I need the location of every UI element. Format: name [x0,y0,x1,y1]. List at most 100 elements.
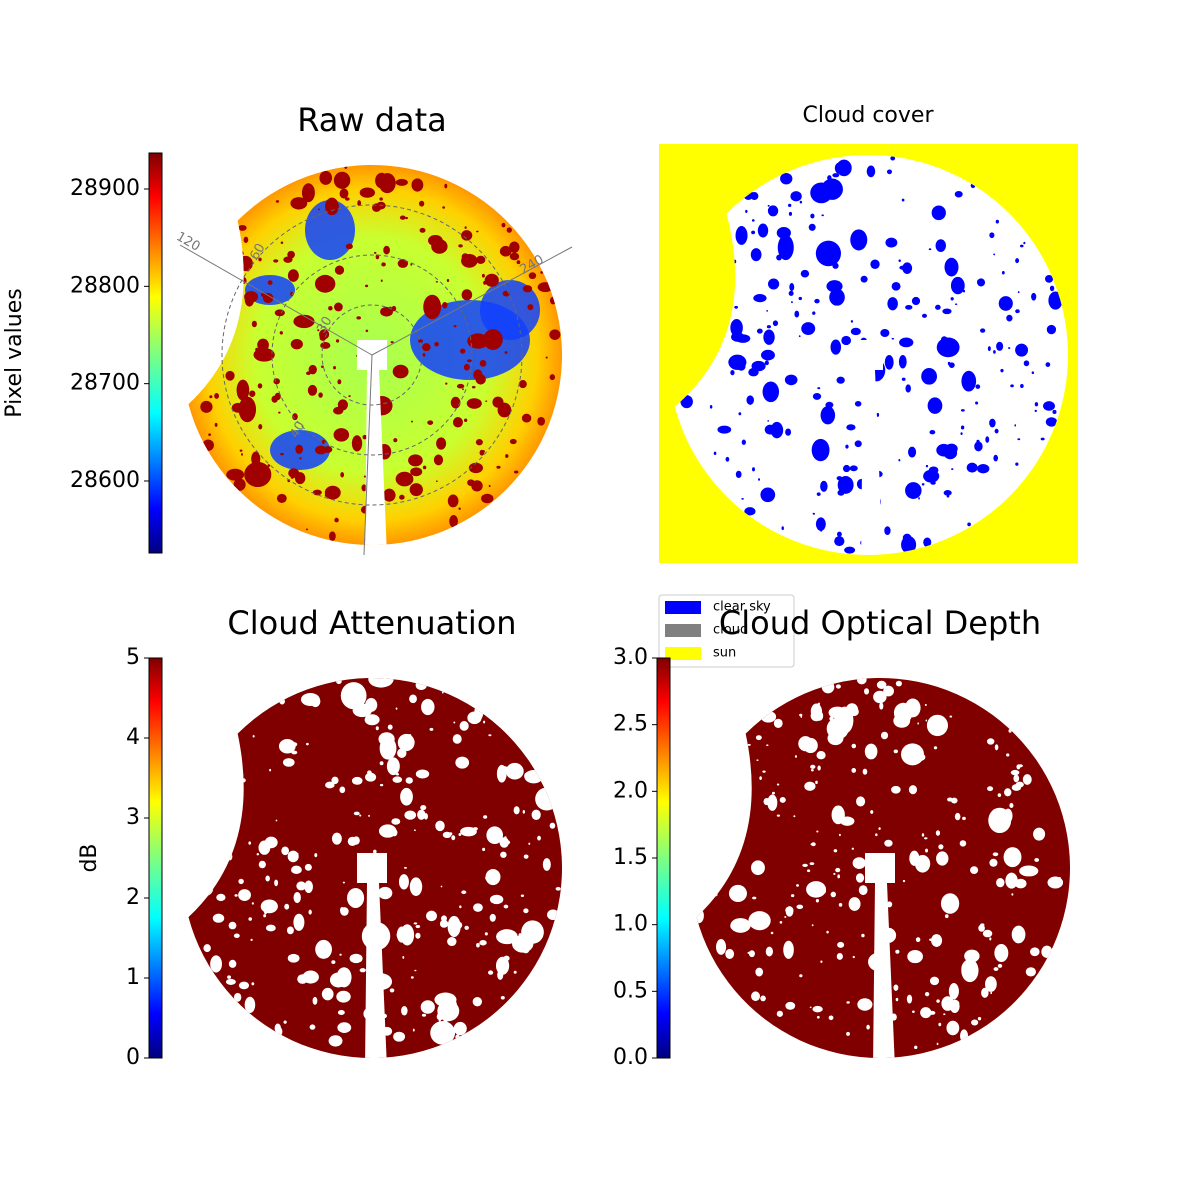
colorbar-tick-label: 28700 [70,371,140,396]
cloud-blob [309,1024,316,1030]
cloud-blob [810,182,833,204]
cloud-blob [523,854,529,859]
cloud-blob [1010,769,1020,776]
cloud-blob [908,446,917,458]
cloud-blob [757,223,769,238]
cloud-blob [234,894,238,897]
cloud-blob [820,480,828,492]
cloud-blob [1004,788,1012,797]
cloud-blob [428,234,443,247]
cloud-blob [483,720,486,724]
cloud-blob [398,874,409,890]
cloud-blob [902,262,913,274]
cloud-blob [509,438,517,445]
cloud-blob [741,497,744,500]
cloud-blob [961,370,977,392]
cloud-blob [395,772,399,776]
cloud-blob [804,781,816,791]
cloud-blob [269,768,272,772]
cloud-blob [503,955,510,961]
cloud-blob [325,781,335,789]
colorbar-label: dB [77,843,102,872]
cloud-blob [461,890,467,895]
cloud-blob [459,721,469,731]
cloud-blob [890,156,896,161]
cloud-blob [409,694,417,704]
cloud-blob [336,990,351,1003]
cloud-blob [479,449,485,456]
cloud-blob [746,395,754,405]
cloud-blob [846,424,856,431]
cloud-blob [788,290,794,296]
cloud-blob [1020,384,1024,389]
cloud-blob [449,515,458,528]
cloud-blob [486,826,503,845]
cloud-blob [766,310,769,312]
cloud-blob [378,886,393,900]
cloud-blob [776,254,782,261]
cloud-blob [429,727,434,731]
cloud-blob [364,284,369,288]
colorbar [656,657,671,1059]
cloud-blob [935,830,941,836]
cloud-blob [367,188,371,191]
cloud-blob [936,999,940,1003]
cloud-blob [713,893,718,897]
cloud-blob [880,328,890,338]
cloud-blob [434,341,439,347]
cloud-blob [410,467,423,477]
cloud-blob [816,492,821,496]
cloud-blob [189,837,202,851]
cloud-blob [257,383,263,389]
cloud-blob [418,200,425,207]
cloud-blob [971,1019,979,1026]
cloud-blob [834,536,845,547]
cloud-blob [344,165,348,169]
cloud-blob [858,885,868,896]
cloud-blob [287,250,295,259]
cloud-blob [286,926,294,935]
cloud-blob [447,494,459,508]
cloud-blob [812,311,816,315]
cloud-blob [821,214,824,217]
cloud-blob [950,276,965,295]
cloud-blob [950,297,954,301]
colorbar-tick-label: 2 [126,885,140,910]
cloud-blob [410,263,413,266]
cloud-blob [944,257,959,277]
cloud-blob [409,877,423,896]
cloud-blob [397,733,415,752]
cloud-blob [817,765,821,771]
cloud-blob [779,921,783,924]
cloud-blob [339,786,346,794]
cloud-blob [189,835,195,840]
cloud-blob [790,191,802,202]
cloud-blob [380,306,393,317]
cloud-blob [976,439,980,444]
cloud-blob [901,743,925,766]
cloud-blob [809,1006,812,1009]
shadow-band [853,340,883,556]
cloud-blob [496,465,501,469]
cloud-blob [404,810,417,820]
cloud-blob [404,866,407,869]
cloud-blob [535,787,559,811]
cloud-blob [844,546,856,554]
cloud-blob [864,743,878,760]
cloud-blob [333,171,351,189]
cloud-blob [244,996,256,1014]
cloud-blob [715,791,740,809]
cloud-blob [1023,241,1026,245]
cloud-blob [202,439,214,451]
cloud-blob [214,831,221,836]
cloud-blob [436,437,447,450]
cloud-blob [836,531,842,537]
cloud-blob [292,413,298,421]
cloud-blob [810,213,815,219]
cloud-blob [225,757,228,760]
cloud-blob [208,433,212,436]
cloud-blob [911,296,921,306]
legend-swatch [665,624,701,637]
cloud-blob [989,858,998,867]
cloud-blob [342,881,346,884]
